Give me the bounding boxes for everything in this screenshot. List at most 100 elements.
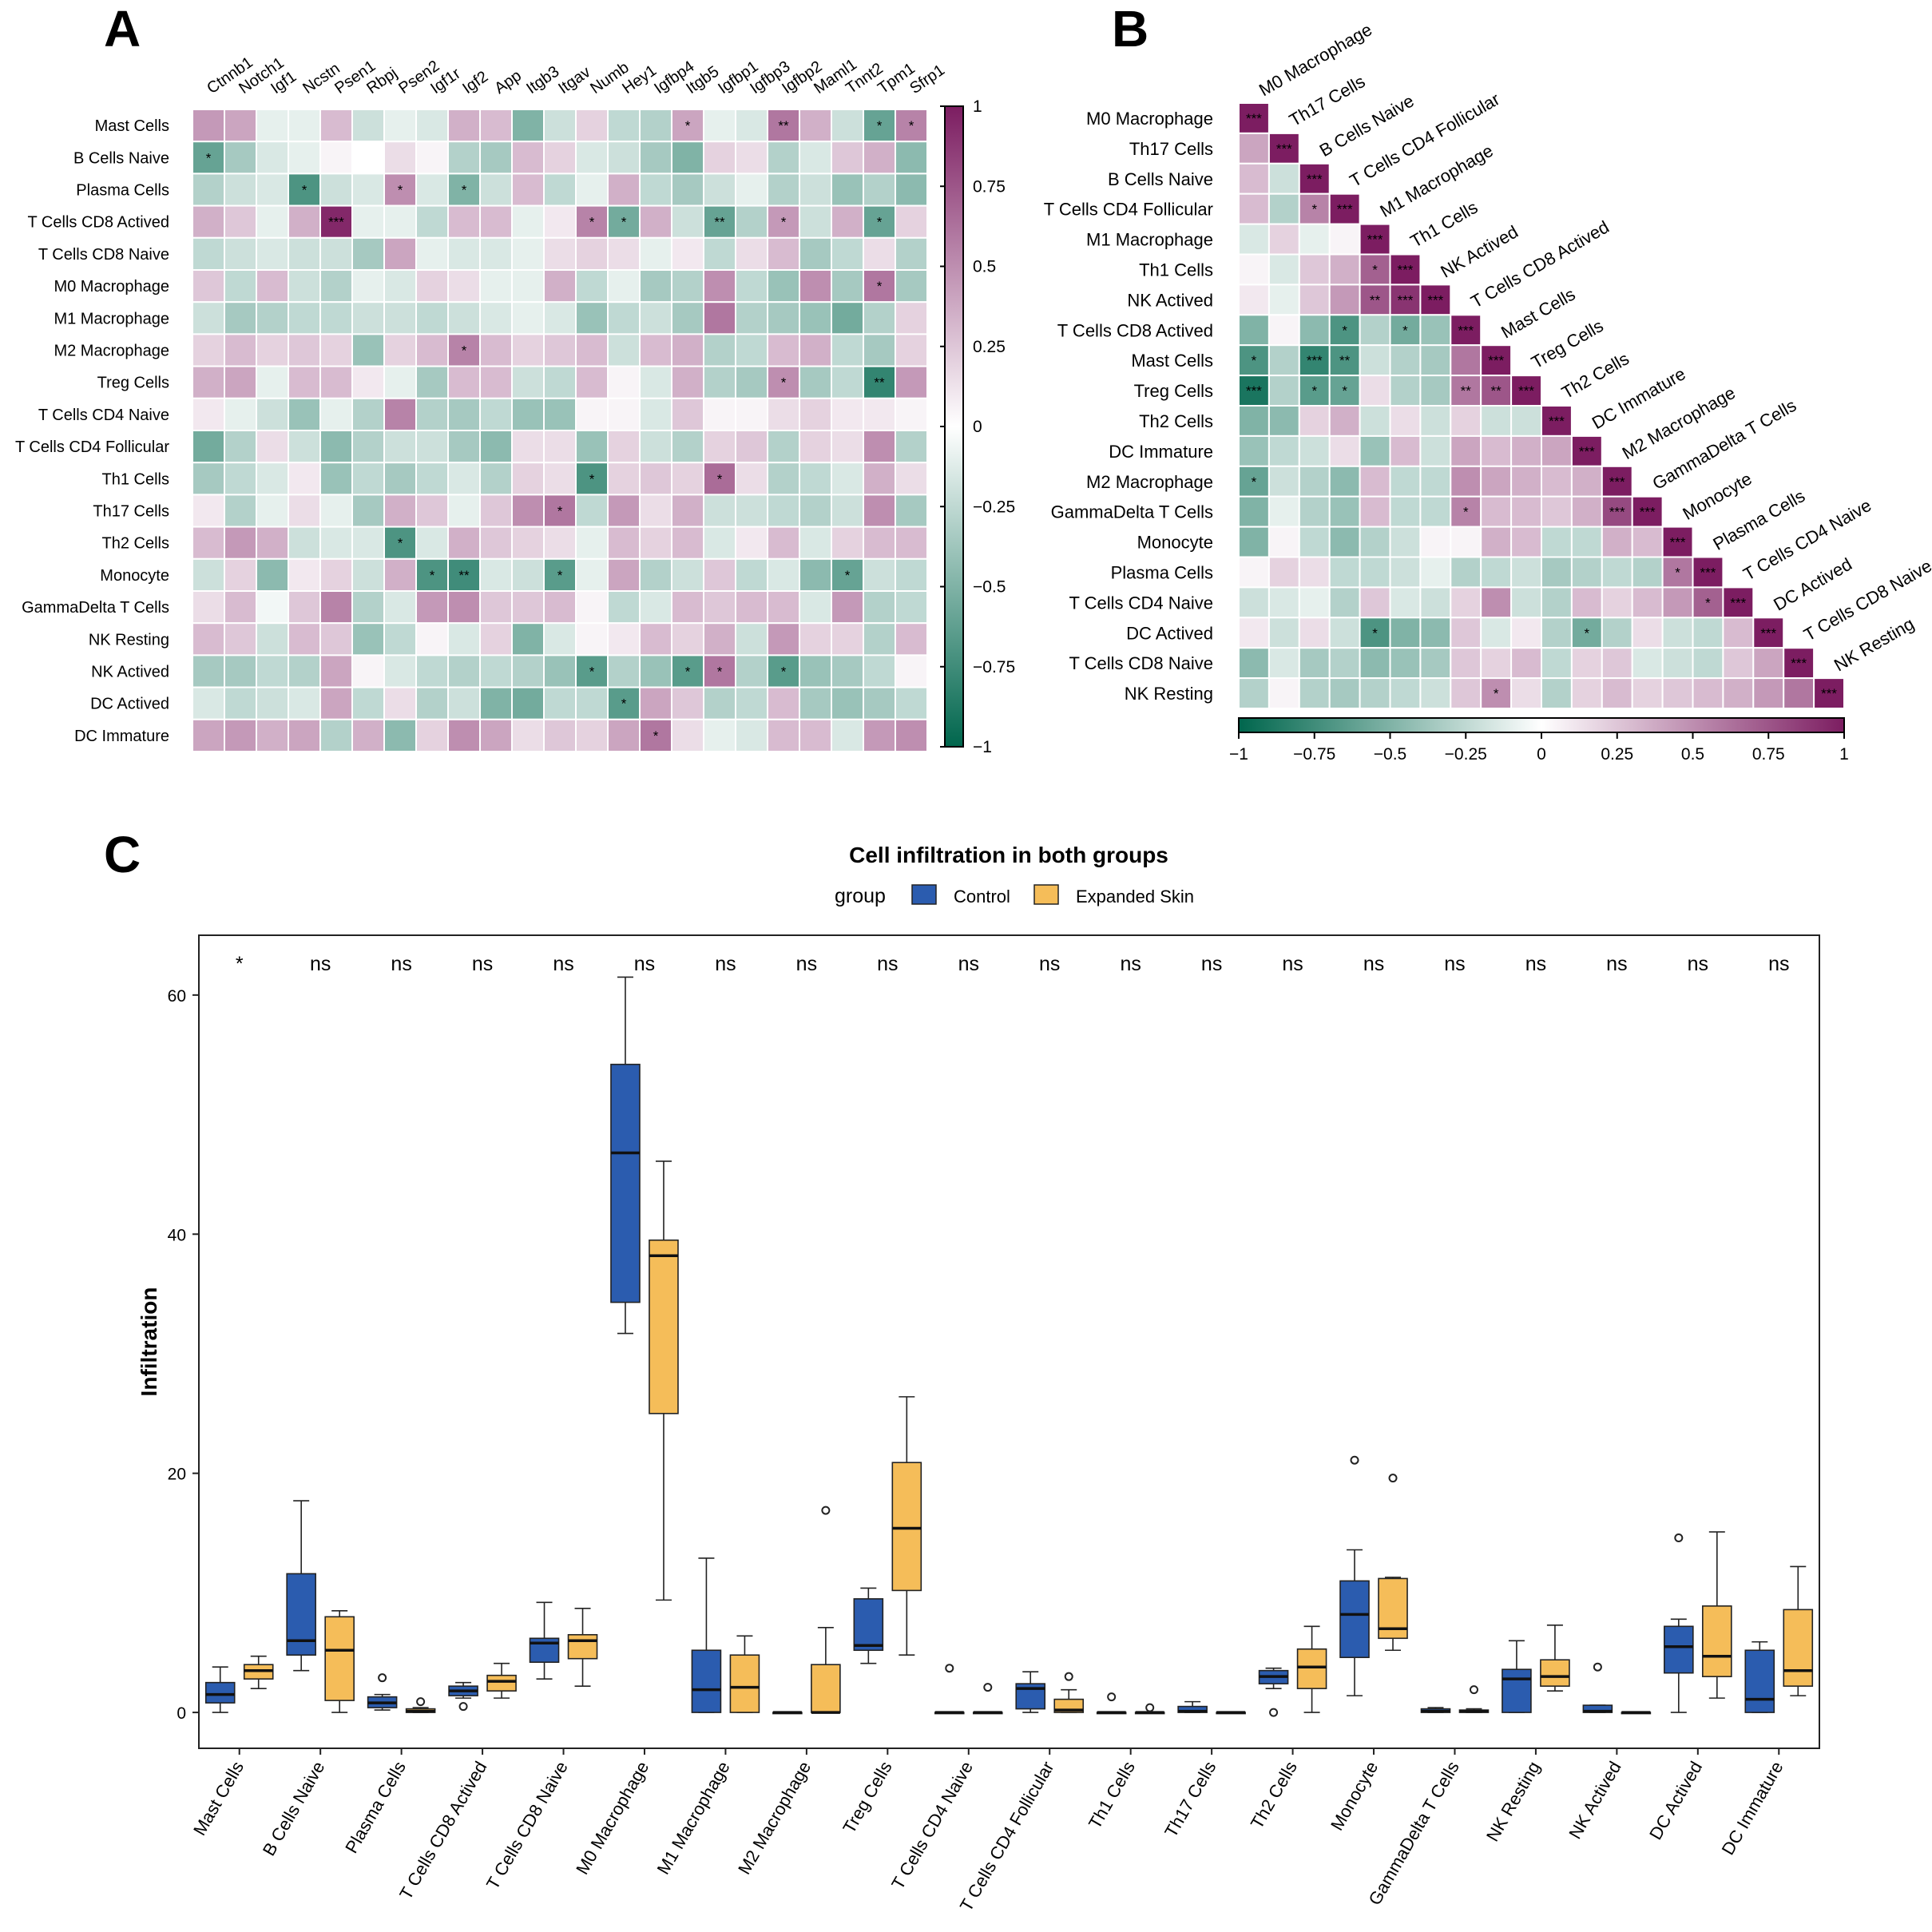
heatmap-b-cell bbox=[1510, 434, 1542, 467]
heatmap-a-cell bbox=[224, 557, 257, 592]
heatmap-a-cell bbox=[863, 718, 896, 752]
heatmap-a-cell bbox=[575, 718, 609, 752]
heatmap-b-cell bbox=[1298, 647, 1331, 680]
heatmap-a-cell bbox=[288, 430, 321, 464]
heatmap-a-cell bbox=[192, 718, 225, 752]
heatmap-a-cell bbox=[607, 141, 641, 175]
x-axis-tick-label: Mast Cells bbox=[189, 1758, 248, 1839]
heatmap-a-cell bbox=[895, 204, 928, 239]
heatmap-b-cell bbox=[1238, 526, 1270, 558]
heatmap-a-cell bbox=[479, 430, 513, 464]
heatmap-a-cell bbox=[639, 236, 672, 271]
heatmap-b-cell bbox=[1328, 617, 1361, 649]
heatmap-b-cell bbox=[1692, 647, 1724, 680]
heatmap-a-cell bbox=[895, 526, 928, 560]
heatmap-a-cell bbox=[256, 462, 289, 496]
heatmap-a-cell bbox=[351, 430, 385, 464]
heatmap-a-cell bbox=[863, 590, 896, 625]
heatmap-a-cell bbox=[575, 301, 609, 335]
heatmap-a-cell bbox=[351, 141, 385, 175]
heatmap-a-cell bbox=[831, 494, 864, 528]
heatmap-a-cell bbox=[383, 333, 417, 367]
heatmap-b-cell bbox=[1359, 617, 1391, 649]
heatmap-b-diagonal-label: Th2 Cells bbox=[1558, 348, 1632, 403]
heatmap-b-significance: *** bbox=[1730, 595, 1746, 610]
heatmap-a-cell bbox=[863, 397, 896, 431]
box bbox=[1664, 1625, 1694, 1674]
heatmap-a-significance: * bbox=[781, 215, 787, 230]
heatmap-b-cell bbox=[1541, 465, 1573, 498]
heatmap-a-cell bbox=[288, 718, 321, 752]
heatmap-a-cell bbox=[639, 301, 672, 335]
heatmap-a-significance: * bbox=[557, 568, 563, 583]
x-axis-tick-label: NK Resting bbox=[1482, 1758, 1544, 1845]
heatmap-a-cell bbox=[671, 333, 704, 367]
heatmap-a-cell bbox=[383, 365, 417, 399]
heatmap-a-cell bbox=[575, 204, 609, 239]
heatmap-b-cell bbox=[1328, 465, 1361, 498]
heatmap-a-cell bbox=[288, 141, 321, 175]
heatmap-b-cell bbox=[1570, 586, 1603, 619]
heatmap-a-cell bbox=[447, 109, 481, 143]
heatmap-b-cell bbox=[1541, 495, 1573, 528]
heatmap-a-cell bbox=[735, 686, 768, 720]
heatmap-b-cell bbox=[1480, 495, 1513, 528]
heatmap-a-cell bbox=[639, 109, 672, 143]
heatmap-a-cell bbox=[543, 204, 577, 239]
heatmap-a-cell bbox=[607, 718, 641, 752]
heatmap-a-cell bbox=[607, 109, 641, 143]
heatmap-a-cell bbox=[383, 430, 417, 464]
heatmap-b-row-label: DC Actived bbox=[1126, 623, 1213, 643]
heatmap-b-cell bbox=[1298, 223, 1331, 256]
heatmap-a-cell bbox=[256, 622, 289, 657]
heatmap-a-cell bbox=[895, 557, 928, 592]
heatmap-a-cell bbox=[703, 141, 736, 175]
heatmap-a-cell bbox=[224, 333, 257, 367]
heatmap-a-cell bbox=[383, 301, 417, 335]
heatmap-b-significance: *** bbox=[1518, 383, 1534, 399]
heatmap-b-cell bbox=[1450, 375, 1482, 407]
heatmap-a-cell bbox=[224, 269, 257, 303]
heatmap-a-cell bbox=[671, 141, 704, 175]
heatmap-a-cell bbox=[703, 236, 736, 271]
heatmap-a-cell bbox=[735, 109, 768, 143]
outlier-point bbox=[1145, 1703, 1155, 1712]
heatmap-b-significance: *** bbox=[1337, 202, 1353, 217]
heatmap-b-significance: *** bbox=[1488, 353, 1504, 368]
heatmap-a-cell bbox=[479, 494, 513, 528]
heatmap-b-cell bbox=[1631, 495, 1664, 528]
heatmap-a-cell bbox=[831, 397, 864, 431]
heatmap-b-cell bbox=[1389, 647, 1422, 680]
heatmap-a-cell bbox=[799, 430, 832, 464]
heatmap-a-significance: * bbox=[589, 664, 595, 680]
heatmap-a-cell bbox=[192, 365, 225, 399]
heatmap-a-row-label: DC Actived bbox=[90, 696, 169, 713]
heatmap-b-cell bbox=[1661, 586, 1694, 619]
heatmap-b-cell bbox=[1450, 314, 1482, 347]
significance-label: ns bbox=[1363, 953, 1384, 975]
heatmap-a-cell bbox=[256, 269, 289, 303]
heatmap-a-cell bbox=[607, 236, 641, 271]
heatmap-b-cell bbox=[1541, 556, 1573, 589]
heatmap-a-cell bbox=[831, 462, 864, 496]
box bbox=[1502, 1668, 1532, 1713]
heatmap-b-cell bbox=[1389, 526, 1422, 558]
y-axis-tick-label: 60 bbox=[168, 987, 186, 1006]
x-axis-tick-label: Treg Cells bbox=[839, 1758, 895, 1837]
heatmap-a-cell bbox=[288, 365, 321, 399]
heatmap-b-cell bbox=[1783, 677, 1815, 709]
heatmap-b-cell bbox=[1268, 526, 1300, 558]
heatmap-a-cell bbox=[671, 494, 704, 528]
colorbar-a-tick-label: 0 bbox=[973, 418, 982, 436]
heatmap-b-cell bbox=[1268, 314, 1300, 347]
heatmap-b-cell bbox=[1359, 677, 1391, 709]
heatmap-a-cell bbox=[767, 686, 800, 720]
heatmap-b-cell bbox=[1298, 677, 1331, 709]
heatmap-a-significance: * bbox=[877, 118, 883, 133]
heatmap-a-row-label: Mast Cells bbox=[95, 117, 169, 135]
x-axis-tick-label: NK Actived bbox=[1565, 1758, 1625, 1843]
heatmap-a-cell bbox=[319, 269, 353, 303]
heatmap-b-cell bbox=[1541, 434, 1573, 467]
box bbox=[811, 1664, 841, 1713]
heatmap-b-cell bbox=[1298, 162, 1331, 195]
